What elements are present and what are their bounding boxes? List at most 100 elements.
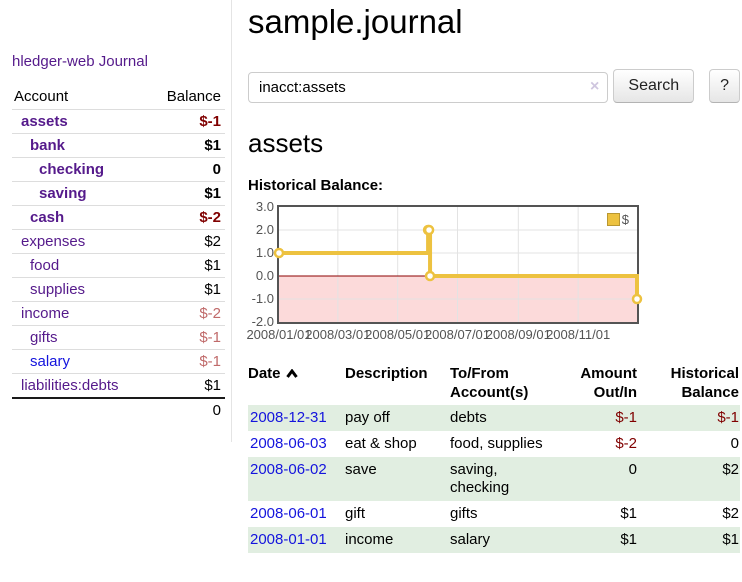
accounts-table: Account Balance assets $-1 bank $1 checking 0… [12,87,225,422]
account-link[interactable]: checking [39,161,105,178]
account-row: saving $1 [12,181,225,206]
search-input[interactable] [248,72,609,103]
transaction-row: 2008-01-01 income salary $1 $1 [248,527,740,553]
transaction-balance: $2 [722,505,739,522]
account-link[interactable]: saving [39,185,87,202]
y-axis-tick-label: 2.0 [255,222,274,237]
column-header-description: Description [345,365,428,382]
search-help-button[interactable]: ? [709,69,740,103]
account-link[interactable]: income [21,305,70,322]
app-brand-link[interactable]: hledger-web [12,53,95,70]
transaction-balance: $1 [722,531,739,548]
account-link[interactable]: assets [21,113,68,130]
transaction-balance: $-1 [717,409,739,426]
transaction-date-link[interactable]: 2008-06-02 [250,461,327,478]
data-point-marker [631,293,643,305]
transaction-row: 2008-12-31 pay off debts $-1 $-1 [248,405,740,431]
sidebar-item-journal[interactable]: Journal [98,53,148,70]
account-balance: $-1 [148,109,225,134]
account-balance: $1 [148,133,225,158]
transaction-accounts: gifts [450,505,478,522]
transaction-row: 2008-06-02 save saving, checking 0 $2 [248,457,740,501]
transaction-amount: $-2 [615,435,637,452]
account-row: bank $1 [12,133,225,158]
transaction-amount: 0 [628,461,637,478]
clear-search-icon[interactable]: × [590,78,600,95]
historical-balance-chart: $ 3.0 2.0 1.0 0.0 -1.0 -2.0 2008/01/01 2008/03/… [246,199,740,343]
chart-plot-area: $ [273,205,643,324]
account-link[interactable]: bank [30,137,66,154]
account-row: checking 0 [12,157,225,182]
x-axis-tick-label: 2008/07/01 [424,327,491,342]
total-balance: 0 [148,397,225,422]
transaction-accounts: debts [450,409,487,426]
account-link[interactable]: gifts [30,329,58,346]
x-axis-tick-label: 2008/09/01 [485,327,551,342]
transaction-description: eat & shop [345,435,417,452]
register-table: Date Description To/From Account(s) Amou… [248,364,740,553]
total-row: 0 [12,397,225,422]
account-link[interactable]: food [30,257,60,274]
transaction-accounts: food, supplies [450,435,543,452]
sidebar: hledger-web Journal Account Balance asse… [0,0,232,442]
transaction-row: 2008-06-01 gift gifts $1 $2 [248,501,740,527]
legend-swatch [606,213,620,226]
data-point-marker [423,224,435,236]
account-column-header: Account [14,88,69,105]
account-heading: assets [248,128,324,158]
transaction-amount: $1 [620,505,637,522]
transaction-date-link[interactable]: 2008-06-03 [250,435,327,452]
data-point-marker [424,270,436,282]
account-balance: $1 [148,373,225,398]
transaction-description: save [345,461,377,478]
x-axis-tick-label: 2008/03/01 [305,327,371,342]
transaction-accounts: saving, checking [450,461,510,496]
column-header-balance: Historical Balance [670,365,739,401]
account-row: gifts $-1 [12,325,225,350]
x-axis-tick-label: 2008/01/01 [246,327,312,342]
account-link[interactable]: cash [30,209,65,226]
account-balance: $-1 [148,325,225,350]
search-button[interactable]: Search [613,69,695,103]
transaction-date-link[interactable]: 2008-12-31 [250,409,327,426]
register-table-header: Date Description To/From Account(s) Amou… [248,364,740,405]
y-axis-tick-label: -2.0 [251,314,274,329]
accounts-table-header: Account Balance [12,87,225,110]
transaction-description: income [345,531,394,548]
column-header-accounts: To/From Account(s) [450,365,529,401]
account-link[interactable]: liabilities:debts [21,377,119,394]
transaction-amount: $1 [620,531,637,548]
search-input-wrapper: × [248,72,609,103]
search-form: × Search ? [248,69,740,103]
account-balance: $1 [148,181,225,206]
account-row: income $-2 [12,301,225,326]
y-axis-tick-label: 0.0 [255,268,274,283]
transaction-row: 2008-06-03 eat & shop food, supplies $-2 0 [248,431,740,457]
transaction-amount: $-1 [615,409,637,426]
y-axis-tick-label: -1.0 [251,291,274,306]
transaction-date-link[interactable]: 2008-06-01 [250,505,327,522]
x-axis-tick-label: 2008/11/01 [546,327,611,342]
data-point-marker [273,247,285,259]
chart-legend: $ [604,211,631,228]
y-axis-tick-label: 1.0 [255,245,274,260]
column-header-amount: Amount Out/In [580,365,637,401]
page-title: sample.journal [248,3,463,40]
account-link[interactable]: salary [30,353,71,370]
account-row: salary $-1 [12,349,225,374]
account-row: liabilities:debts $1 [12,373,225,398]
transaction-balance: 0 [730,435,739,452]
account-balance: $1 [148,253,225,278]
account-balance: $-1 [148,349,225,374]
account-row: food $1 [12,253,225,278]
account-link[interactable]: supplies [30,281,86,298]
column-header-date[interactable]: Date [248,364,345,405]
transaction-date-link[interactable]: 2008-01-01 [250,531,327,548]
account-row: expenses $2 [12,229,225,254]
account-balance: $1 [148,277,225,302]
account-row: assets $-1 [12,109,225,134]
account-balance: $-2 [148,205,225,230]
transaction-description: gift [345,505,366,522]
account-balance: 0 [148,157,225,182]
account-link[interactable]: expenses [21,233,86,250]
